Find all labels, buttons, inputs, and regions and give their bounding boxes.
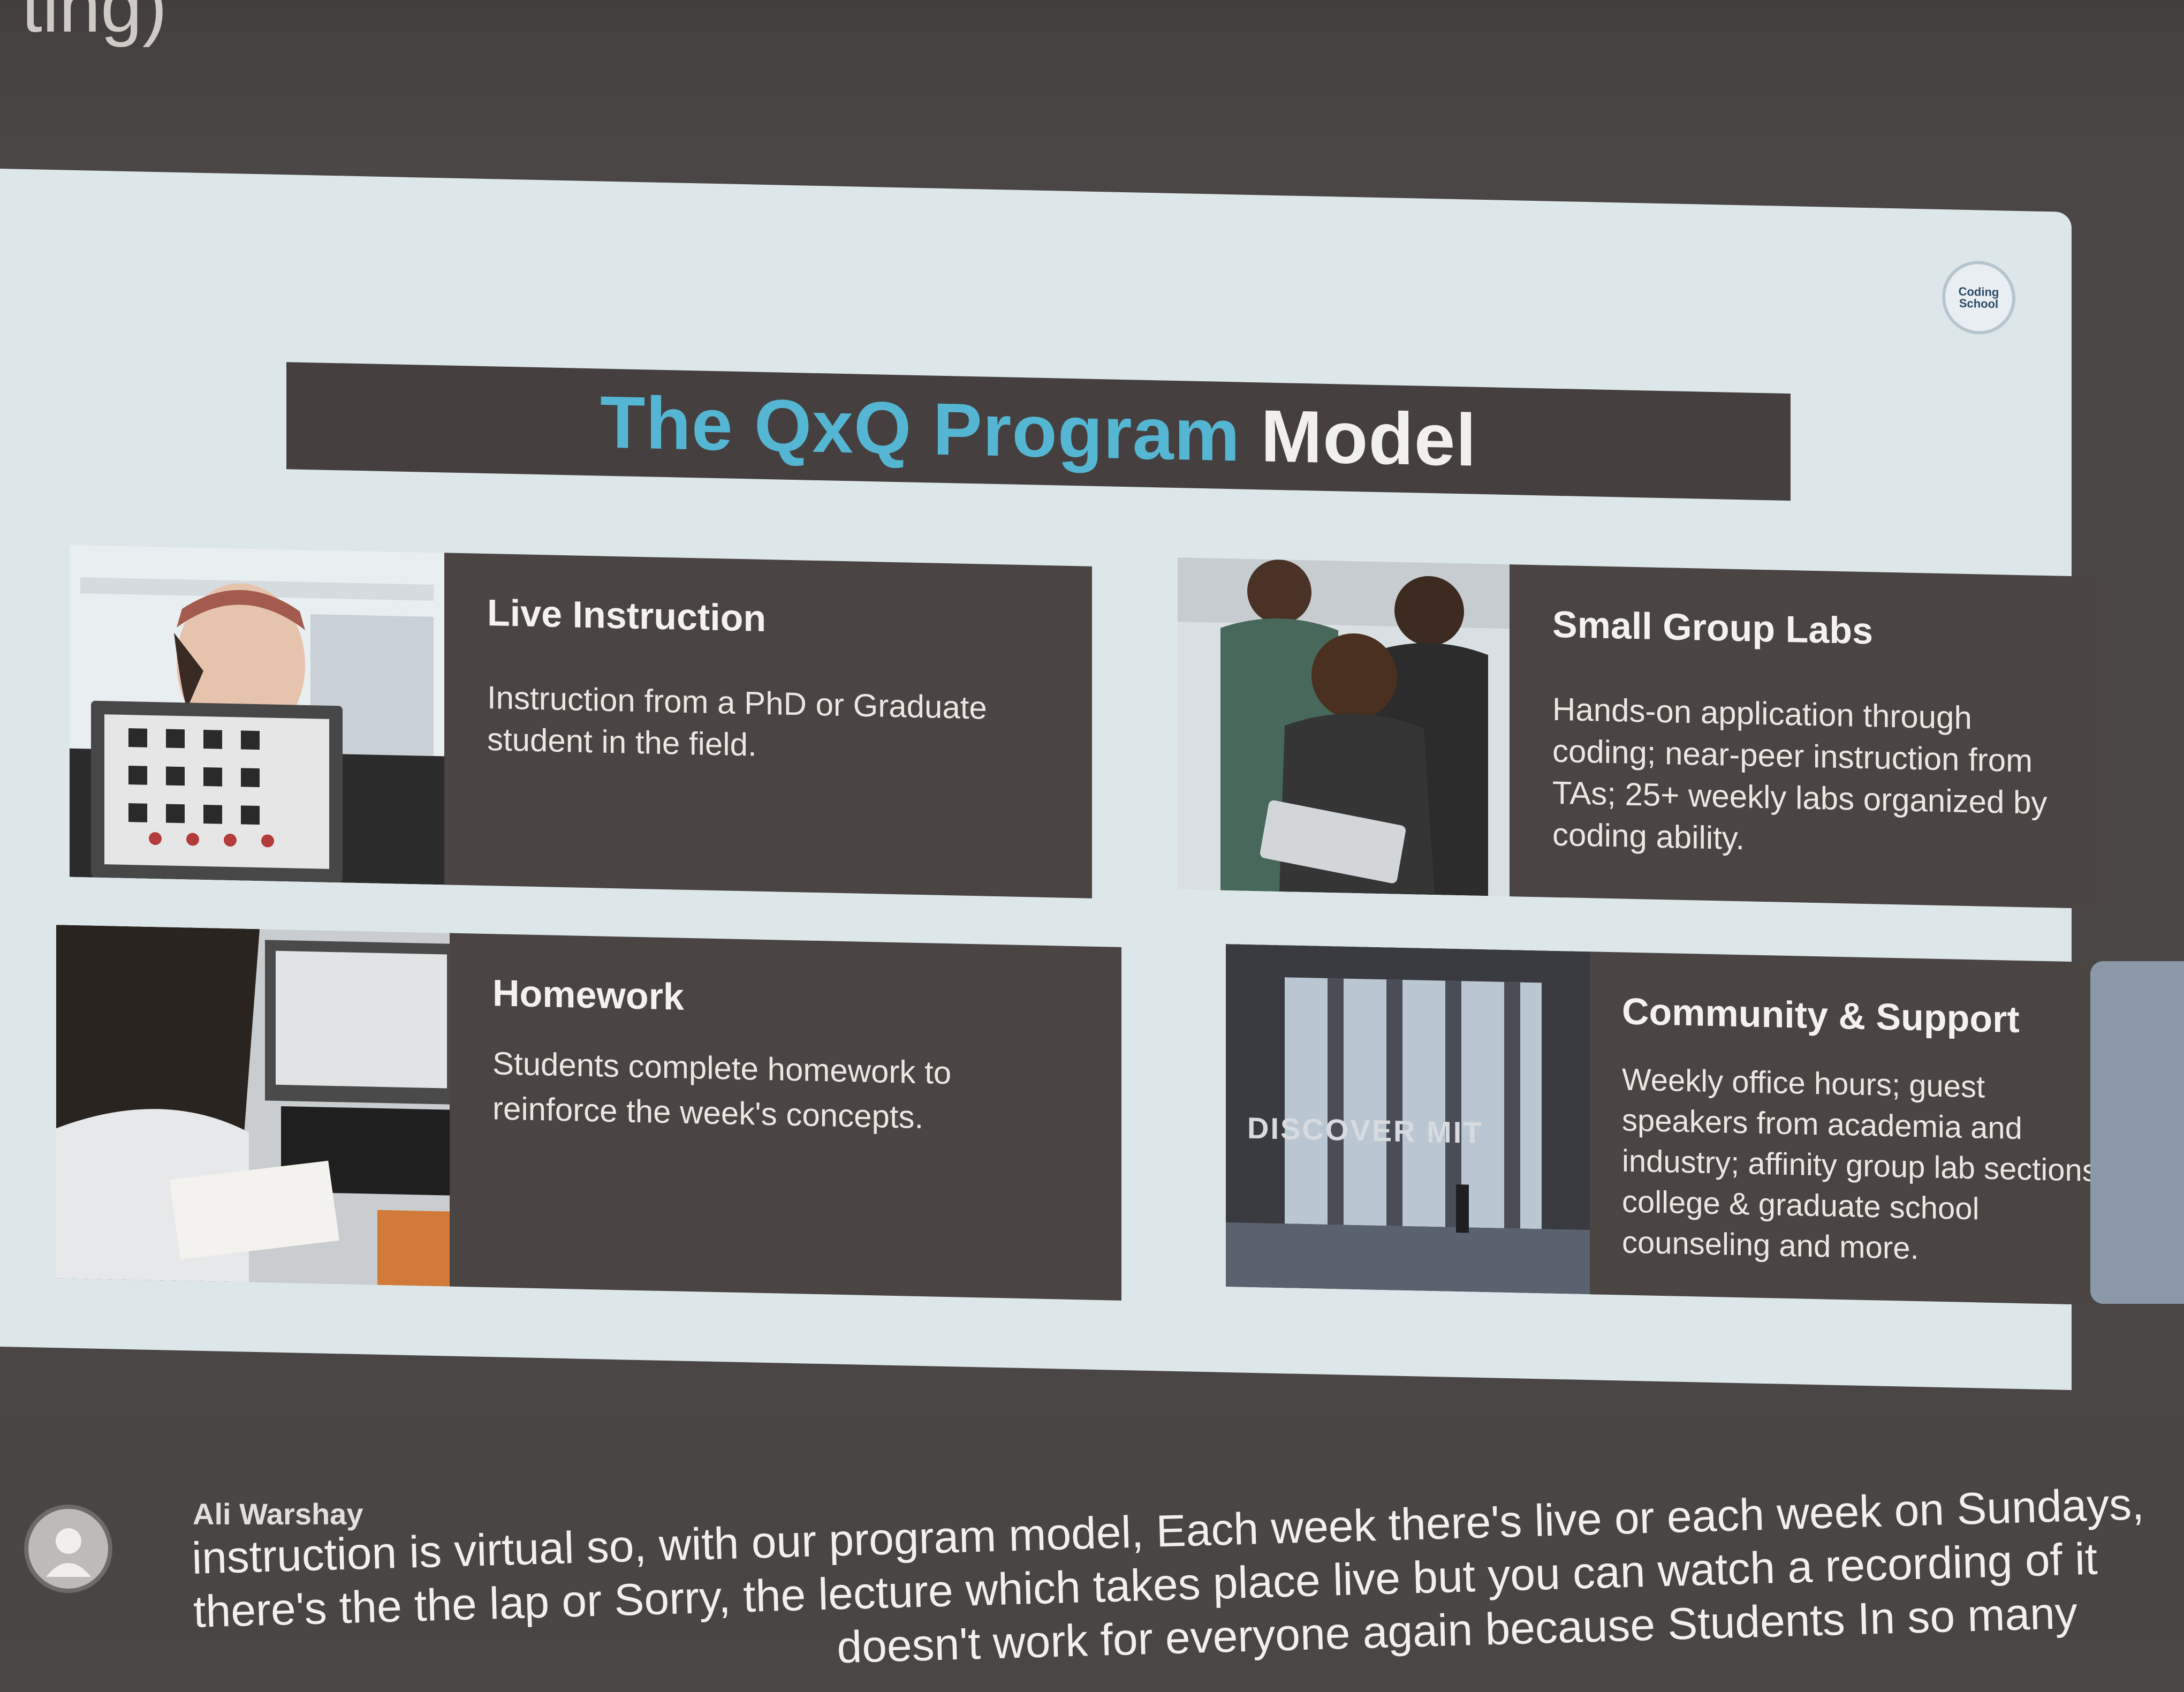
card-text-panel: Community & Support Weekly office hours;… bbox=[1590, 951, 2136, 1306]
card-body: Hands-on application through coding; nea… bbox=[1552, 691, 2048, 857]
photo-overlay-text: DISCOVER MIT bbox=[1247, 1111, 1483, 1150]
speaker-avatar bbox=[24, 1505, 112, 1593]
card-text-panel: Small Group Labs Hands-on application th… bbox=[1510, 564, 2098, 909]
top-title-fragment: ting) bbox=[21, 0, 168, 48]
photo-students-around-laptop bbox=[1178, 557, 1520, 897]
card-heading: Live Instruction bbox=[487, 592, 767, 639]
card-body: Weekly office hours; guest speakers from… bbox=[1622, 1062, 2106, 1266]
card-text-panel: Homework Students complete homework to r… bbox=[450, 933, 1121, 1301]
card-live-instruction: Live Instruction Instruction from a PhD … bbox=[70, 545, 1092, 898]
card-heading: Small Group Labs bbox=[1552, 603, 1873, 652]
speaker-name: Ali Warshay bbox=[193, 1497, 363, 1531]
slide-title-rest: Model bbox=[1261, 394, 1477, 482]
photo-student-doing-homework bbox=[56, 925, 458, 1287]
coding-school-logo: Coding School bbox=[1942, 260, 2015, 335]
slide-title-accent: The QxQ Program bbox=[600, 380, 1241, 477]
side-panel-edge bbox=[2090, 961, 2184, 1304]
card-text-panel: Live Instruction Instruction from a PhD … bbox=[444, 553, 1092, 898]
photo-student-with-chip-board bbox=[70, 545, 444, 885]
person-icon bbox=[46, 1528, 91, 1577]
slide-title-bar: The QxQ Program Model bbox=[286, 362, 1791, 501]
card-small-group-labs: Small Group Labs Hands-on application th… bbox=[1178, 557, 2098, 909]
card-homework: Homework Students complete homework to r… bbox=[56, 925, 1121, 1301]
card-community-support: DISCOVER MIT Community & Support Weekly … bbox=[1226, 943, 2136, 1306]
dark-background-top: ting) bbox=[0, 0, 2184, 171]
card-body: Students complete homework to reinforce … bbox=[492, 1045, 952, 1136]
card-heading: Community & Support bbox=[1622, 990, 2020, 1041]
live-caption-bar bbox=[0, 1414, 2184, 1645]
card-body: Instruction from a PhD or Graduate stude… bbox=[487, 679, 987, 763]
logo-label: Coding School bbox=[1958, 284, 1999, 311]
presentation-slide: Coding School The QxQ Program Model bbox=[0, 169, 2136, 1391]
photo-mit-building: DISCOVER MIT bbox=[1226, 943, 1601, 1295]
card-heading: Homework bbox=[492, 972, 684, 1018]
